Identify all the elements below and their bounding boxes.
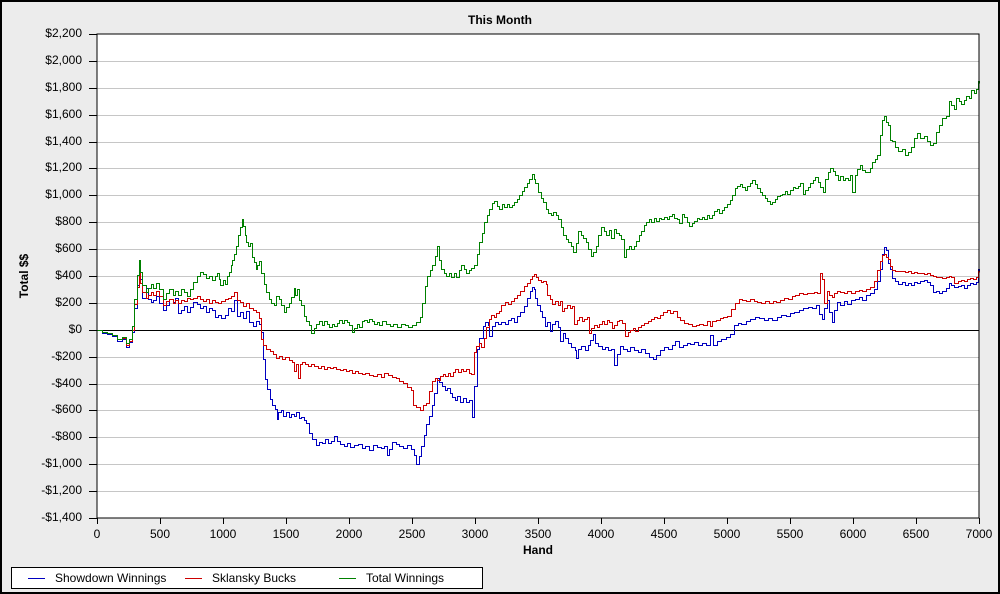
x-tick-label: 500 xyxy=(149,527,171,541)
y-tick-label: -$200 xyxy=(51,348,82,363)
y-tick-label: $1,800 xyxy=(45,79,82,94)
y-tick-label: -$400 xyxy=(51,375,82,390)
chart-title: This Month xyxy=(468,13,532,27)
y-tick-label: $1,600 xyxy=(45,106,82,121)
y-tick-label: $400 xyxy=(55,268,82,282)
y-tick-label: $2,200 xyxy=(45,26,82,40)
y-tick-label: -$800 xyxy=(51,429,82,444)
legend-label: Sklansky Bucks xyxy=(212,571,297,585)
y-tick-label: $600 xyxy=(55,241,82,256)
y-tick-label: $0 xyxy=(68,321,82,336)
plot-border xyxy=(96,33,980,519)
legend: Showdown Winnings Sklansky Bucks Total Win… xyxy=(11,567,483,589)
legend-line-marker xyxy=(339,577,356,579)
x-tick-label: 2500 xyxy=(398,527,426,541)
x-tick-label: 6000 xyxy=(839,527,867,541)
x-tick-label: 1500 xyxy=(272,527,300,541)
x-axis-title: Hand xyxy=(523,543,553,557)
x-tick-label: 1000 xyxy=(209,527,237,541)
x-tick-label: 7000 xyxy=(965,527,993,541)
legend-entry-showdown-winnings: Showdown Winnings xyxy=(28,568,166,588)
y-tick-label: $800 xyxy=(55,214,82,229)
x-tick-label: 2000 xyxy=(335,527,363,541)
y-tick-label: -$1,400 xyxy=(41,510,82,524)
y-tick-label: $1,400 xyxy=(45,133,82,148)
y-tick-label: $2,000 xyxy=(45,52,82,67)
legend-line-marker xyxy=(28,577,45,579)
x-tick-label: 5000 xyxy=(713,527,741,541)
y-tick-label: $200 xyxy=(55,294,82,309)
legend-entry-sklansky-bucks: Sklansky Bucks xyxy=(185,568,296,588)
legend-entry-total-winnings: Total Winnings xyxy=(339,568,444,588)
series-line-sklansky-bucks xyxy=(97,254,980,411)
x-tick-label: 4000 xyxy=(587,527,615,541)
legend-label: Total Winnings xyxy=(366,571,445,585)
x-tick-label: 3000 xyxy=(461,527,489,541)
series-line-total-winnings xyxy=(97,81,980,344)
x-tick-label: 6500 xyxy=(902,527,930,541)
y-tick-label: -$600 xyxy=(51,402,82,417)
x-tick-label: 5500 xyxy=(776,527,804,541)
y-tick-label: -$1,200 xyxy=(41,483,82,498)
legend-line-marker xyxy=(185,577,202,579)
x-tick-label: 3500 xyxy=(524,527,552,541)
y-tick-label: $1,200 xyxy=(45,160,82,175)
x-tick-label: 4500 xyxy=(650,527,678,541)
y-tick-label: -$1,000 xyxy=(41,456,82,471)
y-tick-label: $1,000 xyxy=(45,187,82,202)
x-tick-label: 0 xyxy=(93,527,101,541)
legend-label: Showdown Winnings xyxy=(55,571,167,585)
series-line-showdown-winnings xyxy=(97,247,980,465)
